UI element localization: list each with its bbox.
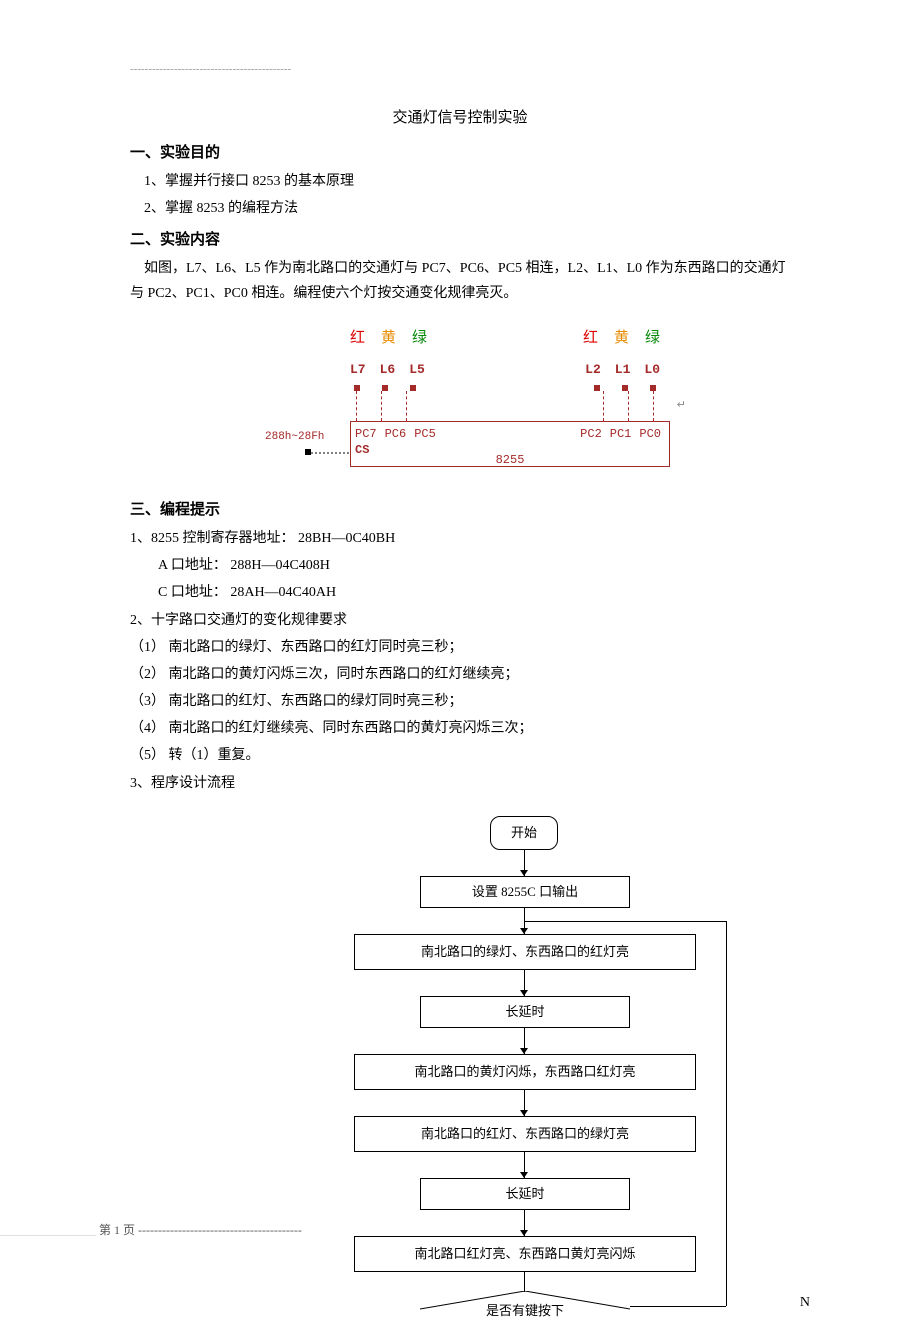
- flow-b6: 长延时: [420, 1178, 630, 1210]
- circuit-diagram: 红 黄 绿 红 黄 绿 L7 L6 L5 L2 L1 L0 288h~28Fh: [310, 325, 670, 467]
- led-label: L2: [585, 358, 601, 381]
- led-label: L0: [644, 358, 660, 381]
- color-label-red: 红: [350, 325, 365, 352]
- pc-label: PC1: [610, 424, 632, 446]
- color-label-green: 绿: [645, 325, 660, 352]
- s3-item3: 3、程序设计流程: [130, 771, 790, 796]
- flow-b3: 长延时: [420, 996, 630, 1028]
- s3-item1: 1、8255 控制寄存器地址： 28BH—0C40BH: [130, 526, 790, 551]
- color-label-green: 绿: [412, 325, 427, 352]
- flow-b1: 设置 8255C 口输出: [420, 876, 630, 908]
- return-mark: ↵: [677, 396, 686, 416]
- section-1-heading: 一、实验目的: [130, 140, 790, 167]
- s3-item1b: C 口地址： 28AH—04C40AH: [130, 580, 790, 605]
- pc-label: PC6: [385, 424, 407, 446]
- cs-dashed-line: [311, 452, 351, 454]
- color-label-red: 红: [583, 325, 598, 352]
- section-3-heading: 三、编程提示: [130, 497, 790, 524]
- cs-label: CS: [355, 440, 369, 462]
- section-2-heading: 二、实验内容: [130, 227, 790, 254]
- flow-b7: 南北路口红灯亮、东西路口黄灯亮闪烁: [354, 1236, 696, 1272]
- led-label: L1: [615, 358, 631, 381]
- rule-3: （3） 南北路口的红灯、东西路口的绿灯同时亮三秒；: [130, 689, 790, 714]
- s3-item2: 2、十字路口交通灯的变化规律要求: [130, 608, 790, 633]
- led-label: L5: [409, 358, 425, 381]
- pc-label: PC0: [639, 424, 661, 446]
- pc-label: PC5: [414, 424, 436, 446]
- flow-decision: 是否有键按下: [420, 1291, 630, 1327]
- decision-text: 是否有键按下: [420, 1299, 630, 1322]
- flow-b2: 南北路口的绿灯、东西路口的红灯亮: [354, 934, 696, 970]
- color-label-yellow: 黄: [614, 325, 629, 352]
- rule-1: （1） 南北路口的绿灯、东西路口的红灯同时亮三秒；: [130, 635, 790, 660]
- flow-start: 开始: [490, 816, 558, 850]
- flow-b4: 南北路口的黄灯闪烁，东西路口红灯亮: [354, 1054, 696, 1090]
- led-label: L6: [380, 358, 396, 381]
- pc-label: PC2: [580, 424, 602, 446]
- flow-b5: 南北路口的红灯、东西路口的绿灯亮: [354, 1116, 696, 1152]
- s1-item-1: 1、掌握并行接口 8253 的基本原理: [130, 169, 790, 194]
- n-label: N: [800, 1290, 810, 1315]
- flowchart: 开始 设置 8255C 口输出 南北路口的绿灯、东西路口的红灯亮 长延时 南北路…: [130, 816, 790, 1316]
- s2-para: 如图，L7、L6、L5 作为南北路口的交通灯与 PC7、PC6、PC5 相连，L…: [130, 256, 790, 306]
- chip-8255: 288h~28Fh PC7 PC6 PC5 PC2 PC1 PC0 8255 C…: [350, 421, 670, 467]
- rule-5: （5） 转（1）重复。: [130, 743, 790, 768]
- chip-name: 8255: [351, 450, 669, 472]
- s1-item-2: 2、掌握 8253 的编程方法: [130, 196, 790, 221]
- rule-4: （4） 南北路口的红灯继续亮、同时东西路口的黄灯亮闪烁三次；: [130, 716, 790, 741]
- s3-item1a: A 口地址： 288H—04C408H: [130, 553, 790, 578]
- page-footer: ________________ 第 1 页 -----------------…: [0, 1223, 302, 1237]
- led-label: L7: [350, 358, 366, 381]
- header-dashes: ----------------------------------------…: [130, 60, 790, 80]
- address-range: 288h~28Fh: [265, 428, 324, 448]
- page-title: 交通灯信号控制实验: [130, 105, 790, 132]
- rule-2: （2） 南北路口的黄灯闪烁三次，同时东西路口的红灯继续亮；: [130, 662, 790, 687]
- color-label-yellow: 黄: [381, 325, 396, 352]
